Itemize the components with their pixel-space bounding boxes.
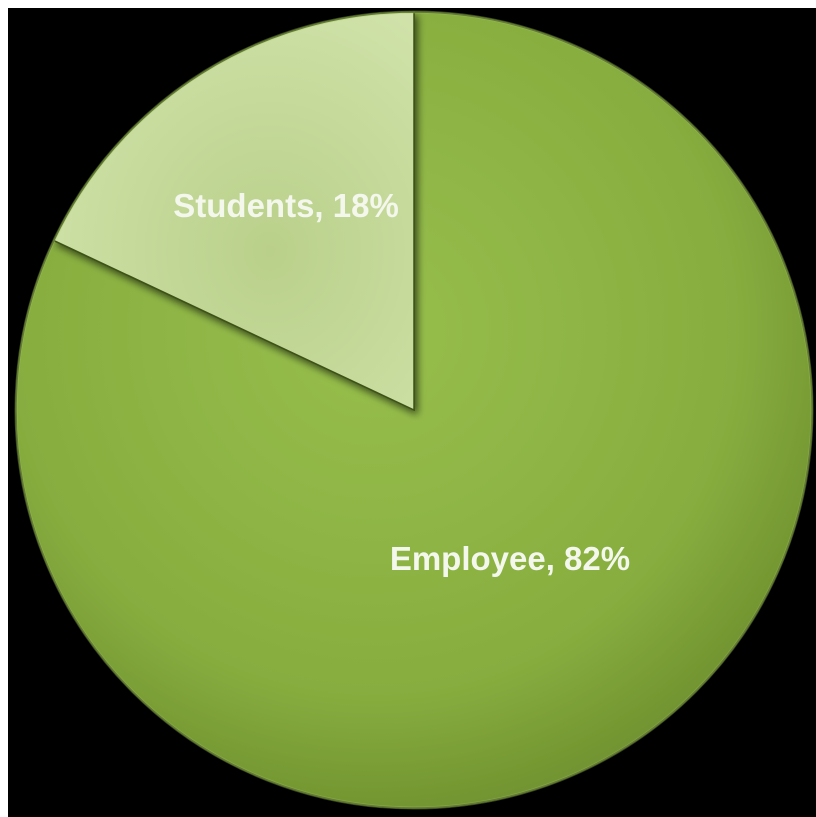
pie-rim-highlight [14,10,814,810]
data-label-employee: Employee, 82% [390,540,630,577]
slices-layer [14,10,814,810]
labels-layer: Employee, 82% Students, 18% [173,187,630,577]
pie-slice-students [52,11,415,412]
data-label-students: Students, 18% [173,187,399,224]
